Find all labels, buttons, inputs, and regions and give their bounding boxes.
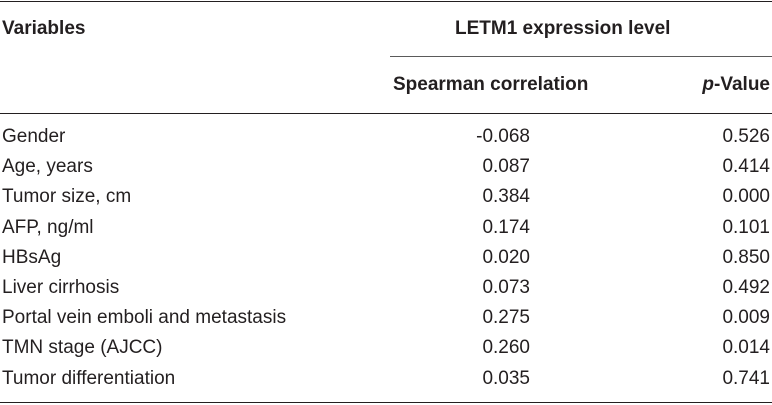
header-group-letm1: LETM1 expression level [455,18,671,39]
cell-spearman: -0.068 [476,126,530,147]
table-row: Portal vein emboli and metastasis 0.275 … [0,307,772,337]
cell-spearman: 0.035 [482,367,530,389]
header-pvalue: p-Value [702,74,770,96]
cell-pvalue: 0.000 [722,186,770,208]
cell-spearman: 0.073 [482,276,530,298]
cell-spearman: 0.384 [482,186,530,208]
group-underline [390,56,772,57]
cell-variable: Tumor differentiation [2,367,176,389]
table-row: TMN stage (AJCC) 0.260 0.014 [0,337,772,367]
header-pvalue-italic: p [702,74,715,95]
cell-pvalue: 0.850 [722,246,770,268]
cell-pvalue: 0.492 [722,276,770,298]
cell-pvalue: 0.009 [722,307,770,329]
cell-spearman: 0.260 [482,337,530,359]
cell-variable: Portal vein emboli and metastasis [2,307,287,329]
cell-spearman: 0.174 [482,216,530,238]
cell-variable: Age, years [2,156,93,178]
bottom-rule [0,402,772,403]
table-row: Age, years 0.087 0.414 [0,156,772,186]
header-spearman: Spearman correlation [393,74,589,95]
cell-pvalue: 0.014 [722,337,770,359]
cell-variable: Tumor size, cm [2,186,132,208]
cell-variable: TMN stage (AJCC) [2,337,163,359]
cell-variable: AFP, ng/ml [2,216,94,238]
header-variables: Variables [2,18,86,39]
table-row: Liver cirrhosis 0.073 0.492 [0,277,772,307]
cell-pvalue: 0.414 [722,156,770,178]
table-row: Tumor size, cm 0.384 0.000 [0,186,772,216]
cell-pvalue: 0.526 [722,126,770,147]
table-row: HBsAg 0.020 0.850 [0,247,772,277]
cell-variable: Liver cirrhosis [2,276,120,298]
top-rule [0,1,772,2]
table-row: AFP, ng/ml 0.174 0.101 [0,217,772,247]
cell-pvalue: 0.101 [722,216,770,238]
cell-spearman: 0.020 [482,246,530,268]
cell-spearman: 0.087 [482,156,530,178]
cell-pvalue: 0.741 [722,367,770,389]
cell-variable: Gender [2,126,66,147]
header-pvalue-rest: -Value [714,74,770,95]
header-rule [0,113,772,114]
table-row: Tumor differentiation 0.035 0.741 [0,368,772,398]
cell-spearman: 0.275 [482,307,530,329]
table-row: Gender -0.068 0.526 [0,126,772,156]
cell-variable: HBsAg [2,246,62,268]
table-body: Gender -0.068 0.526 Age, years 0.087 0.4… [0,126,772,398]
